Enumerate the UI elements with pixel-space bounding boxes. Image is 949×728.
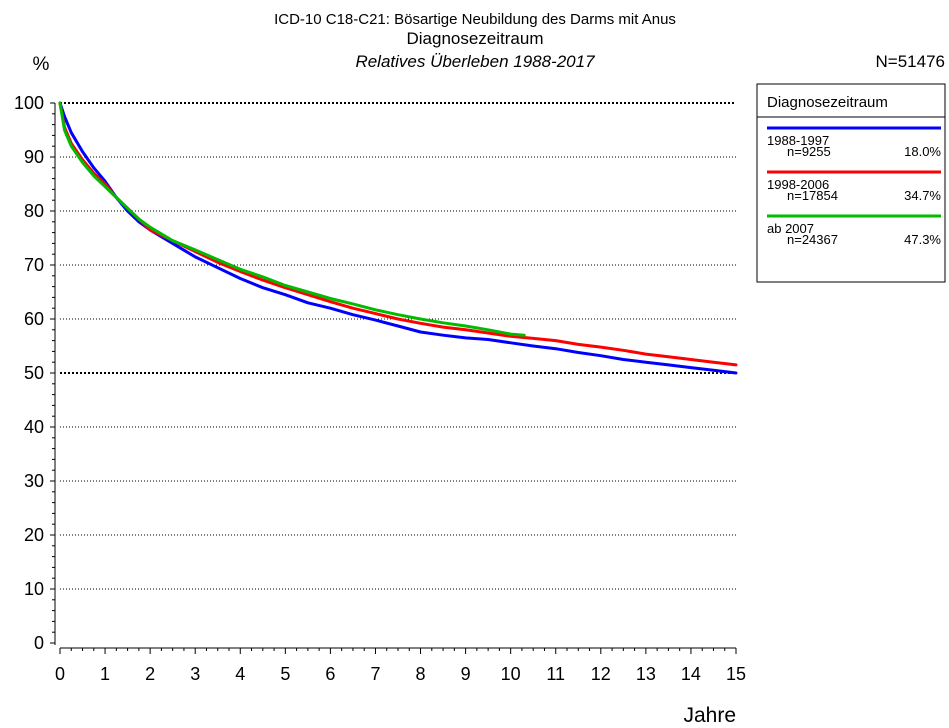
chart-title: ICD-10 C18-C21: Bösartige Neubildung des… xyxy=(274,11,676,28)
x-axis: 0 1 2 3 4 5 6 7 8 9 10 11 12 13 14 15 xyxy=(55,647,746,684)
legend-count: n=17854 xyxy=(787,188,838,203)
x-tick-label: 8 xyxy=(416,664,426,684)
x-tick-label: 4 xyxy=(235,664,245,684)
y-tick-label: 100 xyxy=(14,93,44,113)
x-tick-label: 13 xyxy=(636,664,656,684)
legend-count: n=9255 xyxy=(787,144,831,159)
x-tick-label: 14 xyxy=(681,664,701,684)
legend-title: Diagnosezeitraum xyxy=(767,94,888,111)
y-tick-label: 60 xyxy=(24,309,44,329)
y-tick-label: 0 xyxy=(34,633,44,653)
y-tick-label: 10 xyxy=(24,579,44,599)
y-tick-label: 80 xyxy=(24,201,44,221)
x-tick-label: 0 xyxy=(55,664,65,684)
x-tick-label: 5 xyxy=(280,664,290,684)
x-tick-label: 6 xyxy=(325,664,335,684)
legend-range: 1998-2006 xyxy=(767,177,829,192)
legend-count: n=24367 xyxy=(787,232,838,247)
y-tick-label: 90 xyxy=(24,147,44,167)
x-tick-label: 7 xyxy=(370,664,380,684)
series-line-1988-1997 xyxy=(58,101,738,375)
x-tick-label: 1 xyxy=(100,664,110,684)
y-tick-label: 30 xyxy=(24,471,44,491)
y-tick-label: 20 xyxy=(24,525,44,545)
legend-range: 1988-1997 xyxy=(767,133,829,148)
series-line-ab 2007 xyxy=(58,101,526,337)
x-axis-label: Jahre xyxy=(683,704,736,727)
legend-range: ab 2007 xyxy=(767,221,814,236)
y-axis: 0 10 20 30 40 50 60 70 80 90 100 xyxy=(14,93,56,653)
total-count: N=51476 xyxy=(876,52,945,71)
legend-percent: 18.0% xyxy=(904,144,941,159)
y-tick-label: 50 xyxy=(24,363,44,383)
chart-subtitle-2: Relatives Überleben 1988-2017 xyxy=(355,52,595,71)
series-group xyxy=(58,101,738,375)
legend-percent: 47.3% xyxy=(904,232,941,247)
chart-subtitle: Diagnosezeitraum xyxy=(406,29,543,48)
x-tick-label: 3 xyxy=(190,664,200,684)
y-tick-label: 40 xyxy=(24,417,44,437)
x-tick-label: 10 xyxy=(501,664,521,684)
x-tick-label: 2 xyxy=(145,664,155,684)
y-tick-label: 70 xyxy=(24,255,44,275)
x-tick-label: 9 xyxy=(461,664,471,684)
y-axis-label: % xyxy=(33,54,50,75)
grid-lines xyxy=(60,102,736,590)
x-tick-label: 11 xyxy=(546,664,565,684)
x-tick-label: 12 xyxy=(591,664,611,684)
legend-percent: 34.7% xyxy=(904,188,941,203)
x-tick-label: 15 xyxy=(726,664,746,684)
